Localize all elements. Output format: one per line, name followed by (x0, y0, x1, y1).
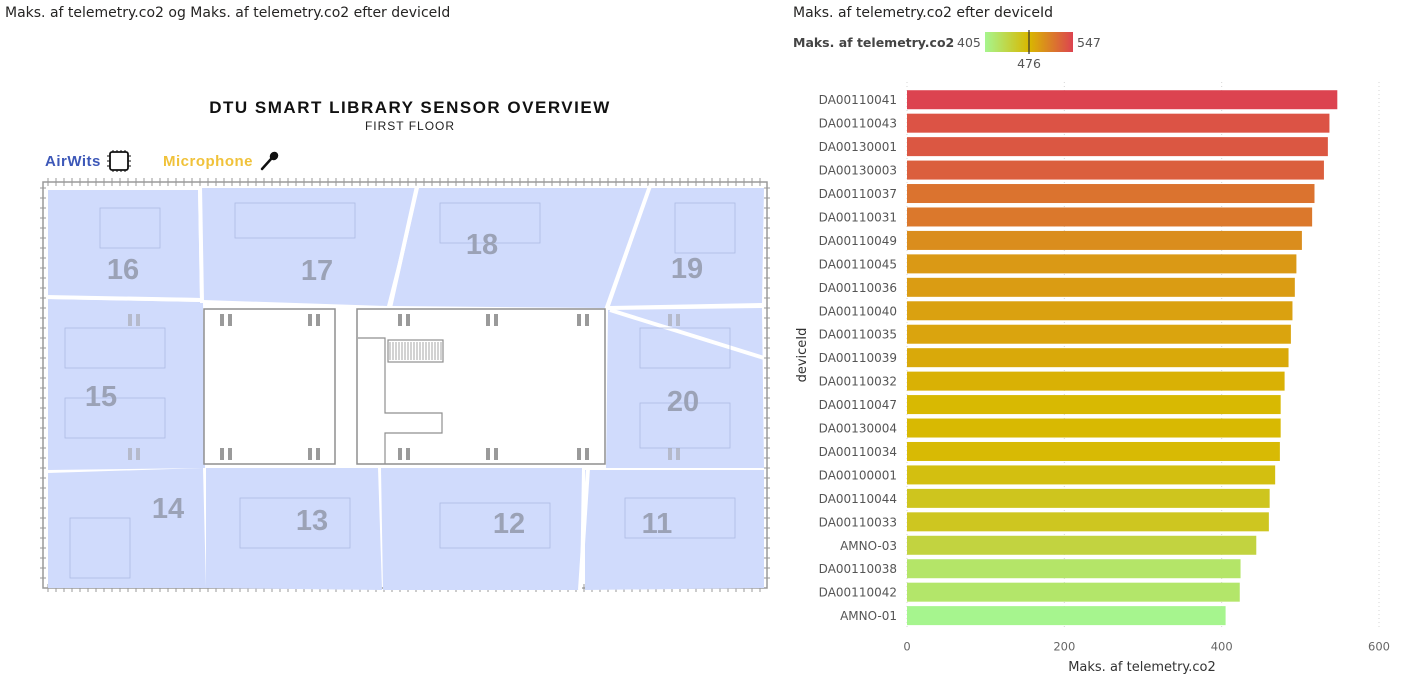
zone-label-17: 17 (301, 255, 333, 287)
color-legend-mid: 476 (1017, 56, 1041, 71)
category-label: DA00110038 (819, 562, 897, 576)
x-tick-label: 400 (1211, 639, 1233, 653)
zone-17 (201, 188, 417, 306)
bar-da00110041[interactable] (907, 90, 1338, 110)
bar-amno-01[interactable] (907, 606, 1226, 626)
bar-da00110049[interactable] (907, 230, 1302, 250)
bar-da00110033[interactable] (907, 512, 1269, 532)
bar-da00130001[interactable] (907, 137, 1328, 157)
bar-amno-03[interactable] (907, 535, 1257, 555)
microphone-icon (260, 151, 279, 171)
category-label: DA00110036 (819, 281, 897, 295)
zone-12 (381, 468, 582, 590)
chart-title: Maks. af telemetry.co2 efter deviceId (793, 5, 1053, 21)
floor-plan-map: 16 17 18 19 15 20 14 13 12 11 (40, 178, 770, 592)
zone-14 (48, 468, 206, 588)
bar-da00110040[interactable] (907, 301, 1293, 321)
zone-13 (206, 468, 382, 590)
category-label: DA00130001 (819, 140, 897, 154)
category-label: DA00110044 (819, 492, 897, 506)
zone-18 (392, 188, 648, 308)
zone-label-20: 20 (667, 386, 699, 418)
category-label: DA00110035 (819, 328, 897, 342)
bar-da00110045[interactable] (907, 254, 1297, 274)
bar-chart: Maks. af telemetry.co2 405 547 476 DA001… (793, 30, 1390, 675)
x-axis-label: Maks. af telemetry.co2 (1068, 660, 1216, 675)
category-label: DA00110032 (819, 375, 897, 389)
category-label: DA00100001 (819, 468, 897, 482)
category-label: DA00110039 (819, 351, 897, 365)
bar-da00100001[interactable] (907, 465, 1276, 485)
sensor-chip-icon (106, 150, 131, 172)
bar-da00130004[interactable] (907, 418, 1281, 438)
category-label: DA00110037 (819, 187, 897, 201)
zone-label-11: 11 (642, 508, 673, 540)
bar-da00110042[interactable] (907, 582, 1240, 602)
zone-11 (585, 470, 764, 590)
category-label: DA00110033 (819, 515, 897, 529)
bar-da00110035[interactable] (907, 324, 1291, 344)
color-legend-min: 405 (957, 35, 981, 50)
category-label: AMNO-01 (840, 609, 897, 623)
legend-airwits: AirWits (45, 150, 131, 172)
bar-da00110032[interactable] (907, 371, 1285, 391)
color-legend-max: 547 (1077, 35, 1101, 50)
bar-da00130003[interactable] (907, 160, 1324, 180)
y-axis-label: deviceId (795, 328, 810, 383)
category-label: DA00130003 (819, 164, 897, 178)
zone-19 (610, 188, 764, 306)
zone-label-15: 15 (85, 381, 117, 413)
legend-microphone-label: Microphone (163, 152, 253, 170)
zone-20 (606, 308, 764, 468)
color-legend-label: Maks. af telemetry.co2 (793, 35, 954, 50)
x-tick-label: 200 (1053, 639, 1075, 653)
floor-plan-title: DTU SMART LIBRARY SENSOR OVERVIEW (209, 98, 611, 117)
category-label: DA00110031 (819, 210, 897, 224)
bar-da00110034[interactable] (907, 441, 1280, 461)
bar-da00110044[interactable] (907, 488, 1270, 508)
core-block-right (356, 308, 606, 465)
legend-airwits-label: AirWits (45, 152, 101, 170)
bar-da00110031[interactable] (907, 207, 1313, 227)
zone-label-18: 18 (466, 229, 498, 261)
category-label: DA00110042 (819, 586, 897, 600)
core-block-left (203, 308, 336, 465)
floor-plan-subtitle: FIRST FLOOR (364, 119, 456, 133)
zone-15 (48, 299, 205, 470)
left-visual-title: Maks. af telemetry.co2 og Maks. af telem… (5, 5, 451, 21)
zone-label-12: 12 (493, 508, 525, 540)
legend-microphone: Microphone (163, 150, 281, 172)
x-tick-label: 0 (903, 639, 910, 653)
bar-da00110037[interactable] (907, 184, 1315, 204)
category-label: DA00110041 (819, 93, 897, 107)
category-label: DA00130004 (819, 422, 897, 436)
category-label: DA00110040 (819, 304, 897, 318)
bar-da00110039[interactable] (907, 348, 1289, 368)
category-label: AMNO-03 (840, 539, 897, 553)
category-label: DA00110047 (819, 398, 897, 412)
bar-da00110043[interactable] (907, 113, 1330, 133)
category-label: DA00110049 (819, 234, 897, 248)
zone-label-14: 14 (152, 493, 184, 525)
category-label: DA00110034 (819, 445, 897, 459)
zone-16 (48, 190, 200, 298)
bar-da00110047[interactable] (907, 395, 1281, 415)
category-label: DA00110045 (819, 257, 897, 271)
x-tick-label: 600 (1368, 639, 1390, 653)
color-legend: Maks. af telemetry.co2 405 547 476 (793, 30, 1101, 71)
bar-da00110036[interactable] (907, 277, 1295, 297)
zone-label-13: 13 (296, 505, 328, 537)
category-label: DA00110043 (819, 117, 897, 131)
zone-label-16: 16 (107, 254, 139, 286)
zone-label-19: 19 (671, 253, 703, 285)
bar-da00110038[interactable] (907, 559, 1241, 579)
